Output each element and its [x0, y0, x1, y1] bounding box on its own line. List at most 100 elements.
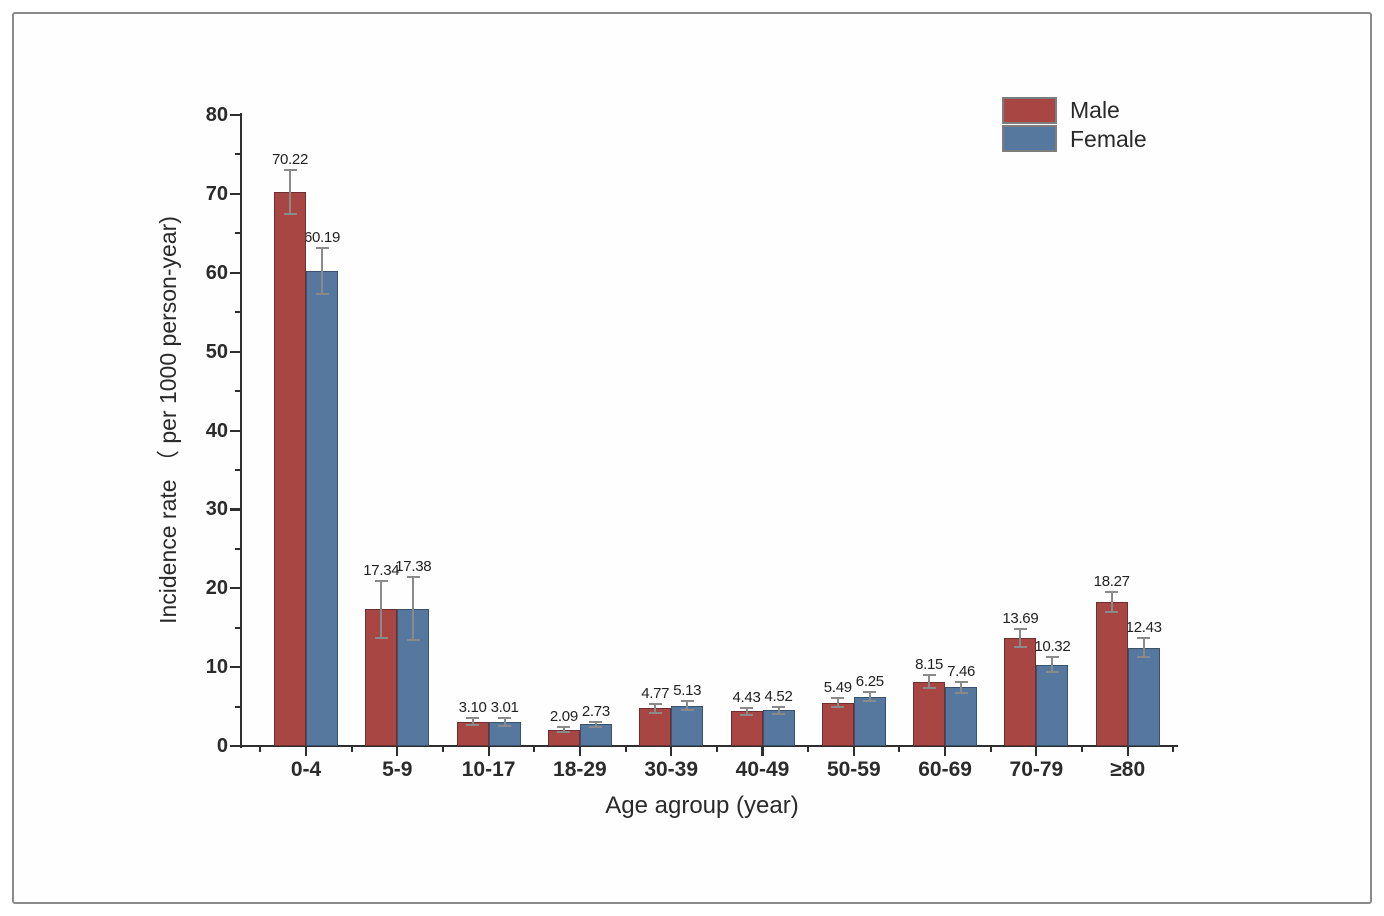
error-bar-female-18-29 [594, 721, 597, 728]
value-label-male-50-59: 5.49 [823, 679, 852, 697]
legend: Male Female [1002, 96, 1147, 154]
bar-female-70-79 [1036, 664, 1069, 746]
error-bar-male-50-59 [836, 698, 839, 708]
error-bar-cap-bottom-female-10-17 [498, 725, 512, 728]
error-bar-cap-bottom-male-10-17 [466, 724, 480, 727]
value-label-female-0-4: 60.19 [303, 229, 341, 247]
y-minor-tick [235, 232, 240, 235]
error-bar-cap-top-female-0-4 [315, 247, 329, 250]
error-bar-cap-top-male-40-49 [740, 706, 753, 709]
error-bar-cap-bottom-female-70-79 [1045, 671, 1059, 674]
value-label-female-18-29: 2.73 [581, 702, 610, 720]
error-bar-cap-bottom-male-40-49 [740, 713, 753, 716]
error-bar-female-0-4 [321, 248, 323, 295]
y-axis-line [240, 113, 243, 748]
value-label-female-40-49: 4.52 [764, 687, 793, 705]
error-bar-cap-bottom-male-50-59 [831, 706, 845, 709]
x-tick [944, 747, 947, 756]
error-bar-cap-bottom-female-40-49 [772, 712, 785, 715]
x-minor-tick [898, 747, 901, 752]
error-bar-cap-top-male-0-4 [283, 169, 297, 172]
y-tick-label: 40 [205, 419, 228, 442]
value-label-female-70-79: 10.32 [1034, 637, 1071, 655]
error-bar-male-30-39 [654, 703, 657, 714]
value-label-male-30-39: 4.77 [641, 684, 670, 702]
y-tick-label: 10 [205, 656, 228, 679]
value-label-male-0-4: 70.22 [271, 151, 309, 169]
x-tick [1035, 747, 1038, 756]
x-tick-label: 50-59 [826, 758, 881, 781]
value-label-male-80: 18.27 [1093, 572, 1130, 590]
error-bar-cap-bottom-female-50-59 [863, 700, 877, 703]
x-axis-line [240, 745, 1178, 748]
x-tick [670, 747, 673, 756]
error-bar-cap-top-male-70-79 [1013, 628, 1027, 631]
y-minor-tick [235, 468, 240, 471]
x-tick [578, 747, 581, 756]
bar-female-30-39 [671, 705, 704, 746]
legend-swatch-male [1002, 97, 1057, 124]
error-bar-cap-bottom-male-5-9 [374, 636, 388, 639]
error-bar-cap-bottom-male-80 [1105, 611, 1119, 614]
bar-male-80 [1095, 601, 1128, 746]
legend-item-female: Female [1002, 125, 1147, 154]
error-bar-cap-top-female-60-69 [954, 680, 968, 683]
value-label-female-10-17: 3.01 [490, 699, 519, 717]
y-tick-label: 0 [216, 735, 228, 757]
x-minor-tick [624, 747, 627, 752]
error-bar-cap-bottom-male-70-79 [1013, 645, 1027, 648]
x-tick-label: 0-4 [290, 758, 322, 781]
value-label-male-5-9: 17.34 [363, 561, 400, 579]
x-tick [304, 747, 308, 756]
bar-female-60-69 [945, 687, 978, 746]
error-bar-cap-top-male-80 [1105, 590, 1119, 593]
error-bar-cap-top-male-60-69 [922, 674, 936, 677]
x-minor-tick [259, 747, 262, 752]
y-minor-tick [235, 153, 240, 156]
y-tick-label: 30 [205, 498, 228, 521]
y-tick [230, 192, 240, 196]
x-minor-tick [989, 747, 992, 752]
value-label-female-80: 12.43 [1125, 619, 1162, 637]
y-tick [230, 114, 240, 117]
x-minor-tick [350, 747, 353, 752]
y-tick [230, 587, 240, 590]
x-tick-label: 5-9 [382, 758, 413, 781]
error-bar-female-30-39 [686, 700, 689, 711]
y-tick [230, 508, 240, 511]
x-minor-tick [715, 747, 718, 752]
error-bar-female-40-49 [777, 706, 780, 714]
error-bar-cap-top-male-50-59 [831, 697, 845, 700]
error-bar-cap-bottom-female-18-29 [589, 726, 603, 729]
x-tick [761, 747, 764, 756]
error-bar-female-60-69 [960, 681, 963, 693]
error-bar-cap-bottom-female-80 [1137, 656, 1151, 659]
bar-male-70-79 [1004, 638, 1037, 746]
value-label-female-50-59: 6.25 [855, 672, 884, 690]
x-tick-label: 10-17 [461, 758, 516, 781]
x-tick-label: 70-79 [1009, 758, 1064, 781]
error-bar-cap-top-female-5-9 [406, 576, 420, 579]
y-tick [230, 429, 240, 432]
error-bar-cap-top-male-30-39 [648, 702, 662, 705]
value-label-male-18-29: 2.09 [549, 707, 578, 725]
value-label-female-5-9: 17.38 [395, 558, 432, 576]
x-minor-tick [807, 747, 810, 752]
error-bar-cap-bottom-male-30-39 [648, 712, 662, 715]
x-tick [396, 747, 399, 756]
error-bar-cap-top-male-18-29 [557, 725, 571, 728]
error-bar-male-10-17 [471, 717, 474, 726]
error-bar-cap-bottom-female-30-39 [680, 709, 694, 712]
bar-male-5-9 [365, 609, 398, 746]
value-label-male-10-17: 3.10 [458, 698, 487, 716]
error-bar-female-70-79 [1051, 656, 1054, 673]
error-bar-female-10-17 [503, 718, 506, 727]
error-bar-male-5-9 [380, 580, 383, 638]
y-minor-tick [235, 547, 240, 550]
x-tick [852, 747, 855, 756]
error-bar-cap-top-female-70-79 [1045, 655, 1059, 658]
error-bar-female-5-9 [412, 577, 415, 641]
y-tick [230, 350, 240, 353]
